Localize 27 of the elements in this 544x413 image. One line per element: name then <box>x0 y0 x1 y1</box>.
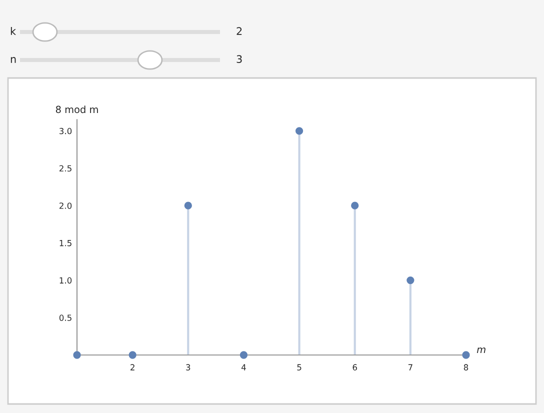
x-tick-label: 6 <box>352 364 357 370</box>
y-tick-label: 1.5 <box>60 240 72 246</box>
text: k <box>10 26 16 35</box>
y-tick-label: 2.5 <box>59 165 72 172</box>
x-tick-label: 8 <box>464 364 468 370</box>
point <box>184 202 192 210</box>
y-tick-label: 0.5 <box>59 314 72 321</box>
x-tick-label: 5 <box>297 364 302 370</box>
point <box>351 202 359 210</box>
x-tick-label: 7 <box>408 364 412 370</box>
text: n <box>10 57 16 63</box>
point <box>295 127 304 135</box>
point <box>406 276 414 284</box>
point <box>240 351 248 359</box>
point <box>73 351 81 359</box>
x-tick-label: 2 <box>130 364 134 370</box>
y-tick-label: 3.0 <box>60 128 72 134</box>
x-axis-title: m <box>476 348 486 353</box>
x-tick-label: 4 <box>241 364 246 370</box>
y-tick-label: 1.0 <box>60 277 72 284</box>
y-tick-label: 2.0 <box>59 202 72 209</box>
text: 3 <box>236 55 242 64</box>
text: 2 <box>236 27 242 35</box>
y-axis-title: 8 mod m <box>56 106 98 114</box>
point <box>462 351 470 359</box>
x-tick-label: 3 <box>186 364 190 370</box>
point <box>128 351 136 359</box>
